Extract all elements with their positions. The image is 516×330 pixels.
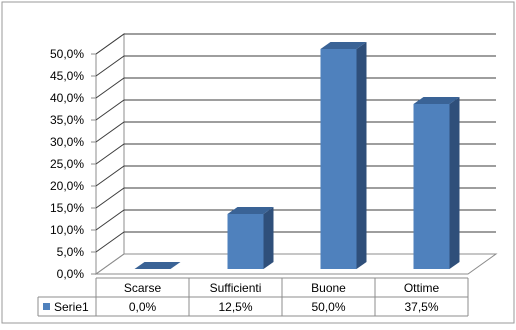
legend-series-name: Serie1 [54, 300, 89, 314]
y-tick-label: 10,0% [50, 223, 84, 237]
gridline [95, 187, 496, 209]
gridline [95, 121, 496, 143]
bar-side-face [263, 207, 274, 269]
gridline [95, 143, 496, 165]
bar-side-face [449, 97, 460, 269]
table-value-label: 37,5% [404, 300, 438, 314]
table-value-label: 0,0% [129, 300, 157, 314]
gridline [95, 231, 496, 253]
bar-side-face [356, 42, 367, 269]
table-value-label: 12,5% [218, 300, 252, 314]
floor [94, 253, 498, 275]
y-tick-label: 15,0% [50, 201, 84, 215]
bar-top-face [413, 97, 460, 104]
y-tick-label: 35,0% [50, 113, 84, 127]
table-category-label: Ottime [404, 281, 440, 295]
gridline [95, 99, 496, 121]
bar-front-face [227, 214, 264, 269]
y-tick-label: 50,0% [50, 47, 84, 61]
bar-ottime [413, 97, 460, 269]
y-tick-label: 25,0% [50, 157, 84, 171]
y-tick-label: 0,0% [57, 267, 85, 281]
bar-sufficienti [227, 207, 274, 269]
gridline [95, 77, 496, 99]
legend-key [43, 303, 50, 310]
bar-buone [320, 42, 367, 269]
gridline [95, 55, 496, 77]
y-tick-label: 5,0% [57, 245, 85, 259]
bar-top-face [134, 262, 181, 269]
table-category-label: Sufficienti [210, 281, 262, 295]
table-category-label: Buone [311, 281, 346, 295]
table-category-label: Scarse [124, 281, 162, 295]
y-tick-label: 30,0% [50, 135, 84, 149]
y-tick-label: 45,0% [50, 69, 84, 83]
y-tick-label: 40,0% [50, 91, 84, 105]
bar-front-face [413, 104, 450, 269]
gridline [95, 33, 496, 55]
bar-scarse [134, 262, 181, 269]
bar-top-face [320, 42, 367, 49]
table-value-label: 50,0% [311, 300, 345, 314]
bar-top-face [227, 207, 274, 214]
bar-front-face [320, 49, 357, 269]
gridline [95, 209, 496, 231]
gridline [95, 165, 496, 187]
y-tick-label: 20,0% [50, 179, 84, 193]
